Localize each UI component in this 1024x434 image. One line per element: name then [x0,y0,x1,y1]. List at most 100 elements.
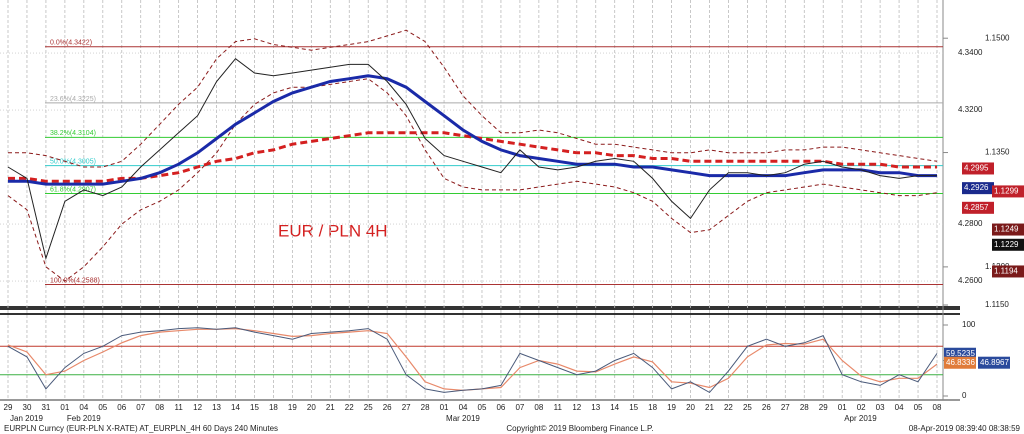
y2-tick-label: 1.1350 [985,148,1010,157]
price-box-label: 1.1194 [994,267,1018,276]
y-tick-label: 4.3400 [958,48,983,57]
x-tick-label: 28 [421,403,430,412]
month-label: Mar 2019 [446,414,480,423]
price-box [962,162,994,175]
x-tick-label: 19 [288,403,297,412]
x-tick-label: 14 [610,403,619,412]
x-tick-label: 01 [440,403,449,412]
y-tick-label: 4.2600 [958,276,983,285]
x-tick-label: 20 [307,403,316,412]
x-tick-label: 26 [383,403,392,412]
price-box-label: 59.5235 [946,349,975,358]
fib-label: 61.8%(4.2907) [50,186,96,193]
fib-label: 50.0%(4.3005) [50,158,96,165]
y2-tick-label: 1.1150 [985,300,1009,309]
price-box [944,356,976,369]
y-tick-label: 100 [962,320,976,329]
x-tick-label: 15 [250,403,259,412]
x-tick-label: 21 [705,403,714,412]
x-tick-label: 18 [648,403,657,412]
price-box [944,347,976,360]
price-box-label: 1.1229 [994,240,1019,249]
x-tick-label: 04 [79,403,88,412]
x-tick-label: 04 [895,403,904,412]
footer-left: EURPLN Curncy (EUR-PLN X-RATE) AT_EURPLN… [4,424,278,433]
x-tick-label: 12 [193,403,202,412]
data-line [8,131,937,183]
x-tick-label: 05 [914,403,923,412]
x-tick-label: 02 [857,403,866,412]
price-box-label: 46.8967 [980,358,1009,367]
data-line [8,74,937,186]
x-tick-label: 21 [326,403,335,412]
y2-tick-label: 1.1500 [985,33,1010,42]
x-tick-label: 07 [515,403,524,412]
x-tick-label: 01 [60,403,69,412]
fib-label: 38.2%(4.3104) [50,130,96,137]
price-box-label: 4.2995 [964,164,989,173]
chart-title: EUR / PLN 4H [278,221,388,240]
x-tick-label: 13 [212,403,221,412]
price-box [992,238,1024,251]
fib-label: 23.6%(4.3225) [50,96,96,103]
data-line [8,29,938,168]
price-box-label: 1.1299 [994,187,1019,196]
panel-divider [0,306,960,310]
price-box [962,182,994,195]
panel-divider [0,313,960,315]
fib-label: 100.0%(4.2588) [50,277,100,284]
x-tick-label: 12 [572,403,581,412]
x-tick-label: 27 [402,403,411,412]
x-tick-label: 08 [534,403,543,412]
x-tick-label: 31 [41,403,50,412]
y-tick-label: 4.3200 [958,105,983,114]
price-box-label: 4.2857 [964,203,989,212]
data-line [7,327,938,394]
x-tick-label: 26 [762,403,771,412]
month-label: Jan 2019 [10,414,43,423]
x-tick-label: 19 [667,403,676,412]
month-label: Apr 2019 [844,414,877,423]
x-tick-label: 11 [554,403,563,412]
x-tick-label: 06 [496,403,505,412]
price-box-label: 4.2926 [964,183,989,192]
y-tick-label: 4.2800 [958,219,983,228]
x-tick-label: 14 [231,403,240,412]
x-tick-label: 25 [743,403,752,412]
price-box [992,265,1024,278]
x-tick-label: 25 [364,403,373,412]
x-tick-label: 03 [876,403,885,412]
x-tick-label: 29 [819,403,828,412]
x-tick-label: 22 [724,403,733,412]
footer-right: 08-Apr-2019 08:39:40 08:38:59 [909,424,1021,433]
price-box [992,223,1024,236]
x-tick-label: 29 [4,403,13,412]
x-tick-label: 04 [459,403,468,412]
x-tick-label: 18 [269,403,278,412]
x-tick-label: 05 [98,403,107,412]
price-box-label: 1.1249 [994,225,1019,234]
x-tick-label: 08 [933,403,942,412]
x-tick-label: 27 [781,403,790,412]
x-tick-label: 28 [800,403,809,412]
x-tick-label: 13 [591,403,600,412]
x-tick-label: 07 [136,403,145,412]
data-line [7,58,937,261]
x-tick-label: 20 [686,403,695,412]
fib-label: 0.0%(4.3422) [50,40,92,47]
month-label: Feb 2019 [67,414,101,423]
x-tick-label: 08 [155,403,164,412]
y-tick-label: 0 [962,391,967,400]
price-box [962,201,994,214]
data-line [7,78,938,282]
x-tick-label: 15 [629,403,638,412]
x-tick-label: 05 [478,403,487,412]
footer-center: Copyright© 2019 Bloomberg Finance L.P. [506,424,653,433]
x-tick-label: 11 [174,403,183,412]
x-tick-label: 22 [345,403,354,412]
x-tick-label: 30 [23,403,32,412]
x-tick-label: 01 [838,403,847,412]
price-box-label: 46.8336 [946,358,975,367]
price-box [978,356,1010,369]
